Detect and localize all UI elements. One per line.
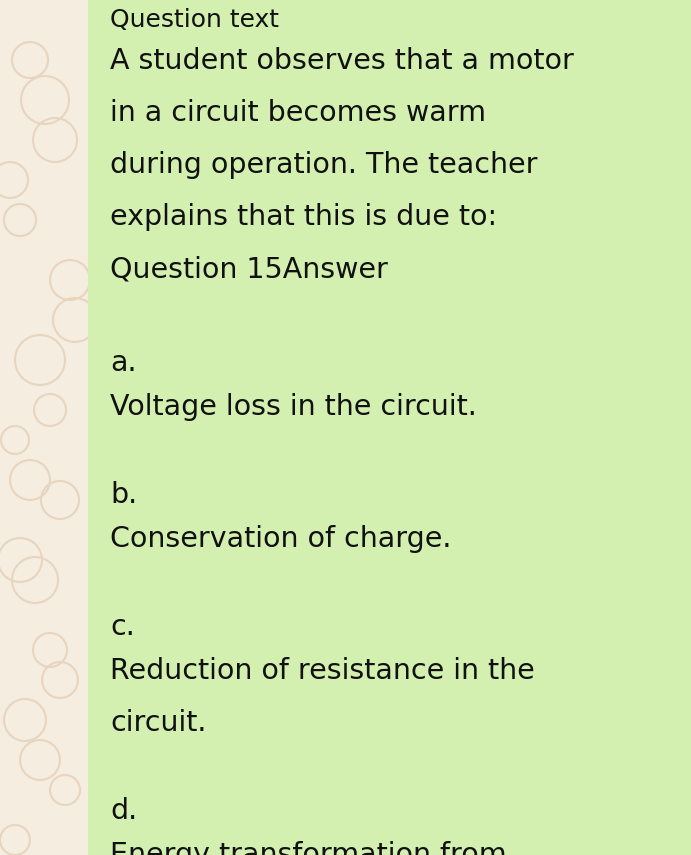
Text: b.: b. bbox=[110, 481, 138, 510]
Text: Reduction of resistance in the: Reduction of resistance in the bbox=[110, 657, 535, 685]
Text: Question text: Question text bbox=[110, 8, 279, 32]
Text: Question 15Answer: Question 15Answer bbox=[110, 255, 388, 283]
Text: c.: c. bbox=[110, 613, 135, 641]
Text: explains that this is due to:: explains that this is due to: bbox=[110, 203, 497, 231]
Bar bbox=[88, 0, 691, 855]
Text: A student observes that a motor: A student observes that a motor bbox=[110, 47, 574, 75]
Text: a.: a. bbox=[110, 349, 137, 377]
Text: d.: d. bbox=[110, 797, 138, 825]
Text: Conservation of charge.: Conservation of charge. bbox=[110, 525, 451, 553]
Text: in a circuit becomes warm: in a circuit becomes warm bbox=[110, 99, 486, 127]
Text: circuit.: circuit. bbox=[110, 709, 207, 737]
Text: Voltage loss in the circuit.: Voltage loss in the circuit. bbox=[110, 393, 477, 422]
Text: Energy transformation from: Energy transformation from bbox=[110, 841, 507, 855]
Text: during operation. The teacher: during operation. The teacher bbox=[110, 151, 538, 180]
